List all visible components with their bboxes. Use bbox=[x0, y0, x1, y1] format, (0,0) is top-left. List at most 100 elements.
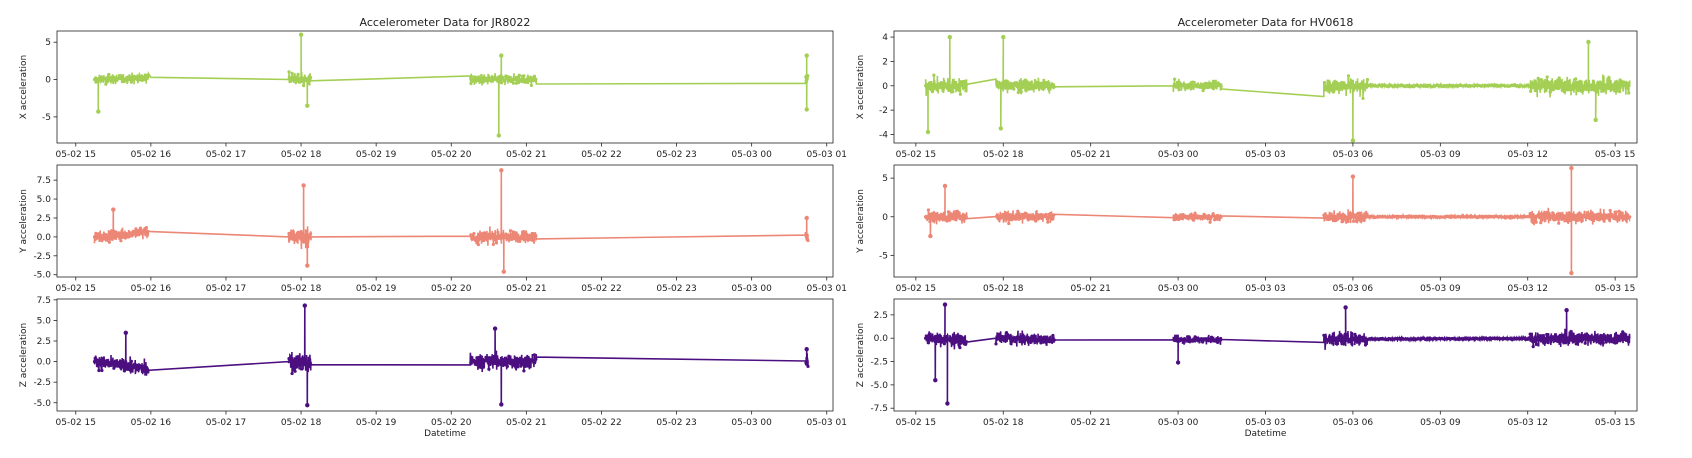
panel-frame bbox=[56, 30, 834, 144]
data-point bbox=[137, 233, 141, 237]
data-point bbox=[534, 357, 538, 361]
data-point bbox=[1617, 209, 1621, 213]
x-tick-label: 05-02 18 bbox=[281, 150, 322, 160]
data-point bbox=[472, 232, 476, 236]
data-point bbox=[1583, 341, 1587, 345]
data-point bbox=[1015, 81, 1019, 85]
data-point bbox=[1571, 215, 1575, 219]
data-point bbox=[1206, 86, 1210, 90]
data-point bbox=[469, 81, 473, 85]
data-point bbox=[517, 239, 522, 243]
data-point bbox=[949, 85, 954, 89]
data-point bbox=[1174, 335, 1178, 339]
data-point bbox=[104, 238, 108, 242]
data-point bbox=[481, 233, 485, 237]
data-point bbox=[1189, 87, 1193, 91]
data-point bbox=[1001, 82, 1006, 86]
data-point bbox=[1601, 213, 1605, 217]
data-point bbox=[1539, 221, 1543, 225]
data-point bbox=[1561, 214, 1565, 218]
data-point bbox=[1014, 217, 1018, 221]
data-point bbox=[1201, 340, 1205, 344]
data-point bbox=[1350, 138, 1356, 143]
data-point bbox=[499, 81, 504, 85]
data-point bbox=[1208, 220, 1212, 224]
data-point bbox=[806, 74, 810, 78]
data-point bbox=[1627, 91, 1631, 95]
data-point bbox=[1575, 218, 1579, 222]
data-point bbox=[1534, 342, 1538, 346]
data-point bbox=[504, 74, 508, 78]
data-point bbox=[964, 215, 968, 219]
data-point bbox=[1559, 79, 1563, 83]
data-point bbox=[481, 75, 485, 79]
data-point bbox=[302, 84, 306, 88]
x-tick-label: 05-03 09 bbox=[1420, 284, 1461, 294]
data-point bbox=[1349, 79, 1354, 83]
data-point bbox=[936, 83, 941, 87]
data-point bbox=[1567, 211, 1571, 215]
data-point bbox=[1032, 214, 1036, 218]
data-point bbox=[292, 365, 296, 369]
x-tick-label: 05-03 09 bbox=[1420, 150, 1461, 160]
data-point bbox=[1544, 84, 1548, 88]
x-tick-label: 05-03 03 bbox=[1245, 150, 1285, 160]
data-point bbox=[1364, 83, 1368, 87]
data-point bbox=[511, 81, 515, 85]
data-point bbox=[1569, 165, 1574, 171]
data-point bbox=[1024, 78, 1028, 82]
data-point bbox=[1572, 217, 1576, 222]
data-point bbox=[128, 366, 132, 370]
x-tick-label: 05-02 19 bbox=[356, 150, 397, 160]
data-point bbox=[1209, 82, 1213, 86]
data-point bbox=[945, 334, 949, 339]
data-point bbox=[1040, 81, 1044, 85]
data-point bbox=[929, 87, 933, 91]
x-tick-label: 05-02 21 bbox=[1070, 150, 1110, 160]
data-point bbox=[995, 80, 999, 84]
series-line-y bbox=[93, 170, 809, 272]
data-point bbox=[1530, 334, 1534, 339]
data-point bbox=[95, 364, 99, 368]
data-point bbox=[925, 337, 929, 341]
data-point bbox=[1173, 338, 1177, 343]
x-tick-label: 05-03 12 bbox=[1508, 284, 1548, 294]
data-point bbox=[1187, 215, 1191, 219]
data-point bbox=[1351, 336, 1356, 340]
data-point bbox=[1529, 89, 1533, 93]
data-point bbox=[1341, 337, 1346, 342]
x-tick-label: 05-02 15 bbox=[896, 284, 936, 294]
data-point bbox=[1008, 213, 1012, 217]
data-point bbox=[1560, 335, 1564, 339]
data-point bbox=[301, 359, 305, 363]
data-point bbox=[92, 235, 97, 239]
data-point bbox=[1594, 89, 1598, 93]
data-point bbox=[1046, 339, 1050, 343]
x-tick-label: 05-03 00 bbox=[731, 284, 772, 294]
data-point bbox=[496, 133, 501, 138]
data-point bbox=[1558, 212, 1562, 216]
data-point bbox=[1355, 81, 1359, 85]
data-point bbox=[1040, 216, 1044, 220]
data-point bbox=[482, 359, 486, 363]
data-point bbox=[517, 73, 522, 77]
x-tick-label: 05-02 19 bbox=[356, 284, 397, 294]
data-point bbox=[1613, 215, 1617, 219]
data-point bbox=[1595, 85, 1599, 89]
data-point bbox=[300, 76, 304, 80]
x-tick-label: 05-03 00 bbox=[1158, 284, 1199, 294]
data-point bbox=[1051, 333, 1055, 338]
data-point bbox=[1357, 334, 1362, 338]
data-point bbox=[493, 75, 497, 79]
data-point bbox=[1219, 84, 1223, 88]
data-point bbox=[1554, 84, 1558, 88]
data-point bbox=[1534, 220, 1538, 224]
data-point bbox=[492, 326, 498, 331]
data-point bbox=[472, 79, 476, 83]
data-point bbox=[115, 364, 119, 368]
data-point bbox=[500, 232, 504, 236]
data-point bbox=[1025, 212, 1029, 216]
x-tick-label: 05-03 01 bbox=[807, 284, 847, 294]
data-point bbox=[938, 85, 942, 89]
data-point bbox=[1325, 87, 1329, 91]
